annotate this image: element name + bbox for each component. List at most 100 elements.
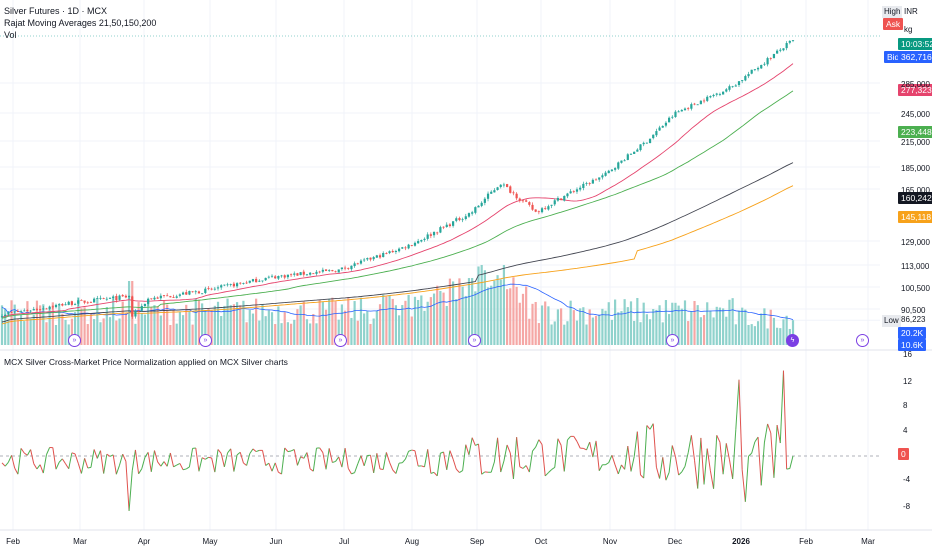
- candle-body: [264, 277, 267, 281]
- volume-bar: [509, 288, 512, 345]
- candle-body: [162, 295, 166, 296]
- volume-bar: [73, 312, 77, 345]
- oscillator-segment: [436, 453, 441, 476]
- price-label: 129,000: [901, 238, 930, 247]
- oscillator-segment: [500, 460, 505, 473]
- volume-bar: [404, 300, 407, 345]
- volume-bar: [668, 314, 671, 345]
- volume-bar: [369, 323, 372, 345]
- chart-title[interactable]: Silver Futures · 1D · MCX: [4, 6, 108, 16]
- candle-body: [779, 49, 782, 51]
- volume-bar: [77, 297, 80, 345]
- candle-body: [569, 191, 572, 194]
- volume-bar: [372, 318, 375, 345]
- oscillator-segment: [188, 448, 194, 468]
- candle-body: [80, 299, 83, 301]
- volume-bar: [734, 324, 737, 345]
- candle-body: [480, 202, 483, 206]
- candle-body: [594, 179, 598, 181]
- candle-body: [204, 288, 207, 294]
- oscillator-segment: [23, 452, 28, 456]
- volume-bar: [350, 317, 353, 345]
- oscillator-segment: [58, 458, 63, 463]
- oscillator-segment: [332, 460, 336, 463]
- volume-bar: [407, 294, 410, 345]
- volume-bar: [420, 295, 423, 345]
- candle-body: [255, 278, 258, 283]
- event-marker-icon[interactable]: »: [468, 334, 481, 347]
- oscillator-segment: [382, 452, 387, 470]
- oscillator-segment: [427, 449, 432, 474]
- volume-bar: [213, 305, 216, 345]
- candle-body: [521, 200, 525, 202]
- volume-bar: [385, 296, 388, 345]
- candle-body: [216, 287, 220, 289]
- candle-body: [108, 297, 112, 299]
- volume-bar: [741, 307, 744, 345]
- volume-bar: [134, 323, 137, 345]
- volume-bar: [23, 321, 26, 345]
- volume-bar: [19, 314, 23, 345]
- candle-body: [674, 111, 677, 117]
- oscillator-segment: [414, 450, 419, 467]
- candle-body: [413, 242, 417, 246]
- candle-body: [175, 296, 178, 298]
- osc-label: 12: [903, 377, 912, 386]
- oscillator-segment: [265, 462, 270, 466]
- event-marker-icon[interactable]: »: [68, 334, 81, 347]
- oscillator-segment: [433, 472, 438, 477]
- unit-label[interactable]: kg: [904, 25, 913, 34]
- x-label: Nov: [602, 537, 618, 546]
- event-marker-icon[interactable]: »: [199, 334, 212, 347]
- oscillator-segment: [446, 450, 451, 470]
- candle-body: [372, 257, 375, 260]
- volume-bar: [58, 304, 61, 345]
- candle-body: [741, 80, 744, 82]
- oscillator-segment: [370, 455, 375, 474]
- price-candles: [0, 40, 795, 319]
- event-marker-icon[interactable]: »: [666, 334, 679, 347]
- oscillator-segment: [452, 458, 457, 470]
- currency-label[interactable]: INR: [904, 7, 918, 16]
- oscillator-segment: [249, 448, 254, 454]
- oscillator-segment: [782, 370, 788, 470]
- candle-body: [293, 273, 296, 275]
- candle-body: [388, 251, 391, 254]
- candle-body: [626, 154, 629, 160]
- dividend-marker-icon[interactable]: ϟ: [786, 334, 799, 347]
- oscillator-segment: [404, 451, 410, 460]
- volume-bar: [328, 298, 331, 345]
- indicator-ma-legend[interactable]: Rajat Moving Averages 21,50,150,200: [4, 18, 157, 28]
- candle-body: [321, 269, 324, 272]
- indicator-vol-legend[interactable]: Vol: [4, 30, 17, 40]
- volume-bar: [261, 304, 264, 345]
- volume-bar: [86, 324, 89, 345]
- event-marker-icon[interactable]: »: [856, 334, 869, 347]
- candle-body: [121, 295, 124, 297]
- candle-body: [614, 168, 617, 170]
- candle-body: [648, 138, 652, 144]
- oscillator-segment: [706, 448, 711, 471]
- oscillator-title[interactable]: MCX Silver Cross-Market Price Normalizat…: [4, 357, 288, 367]
- ma150-tag: 160,242: [898, 192, 932, 204]
- candle-body: [96, 298, 99, 300]
- oscillator-segment: [262, 450, 267, 466]
- oscillator-segment: [223, 452, 229, 467]
- volume-bar: [302, 301, 305, 345]
- candle-body: [702, 100, 706, 102]
- candle-body: [99, 297, 102, 299]
- candle-body: [181, 292, 185, 295]
- volume-bar: [515, 286, 518, 345]
- oscillator-segment: [93, 449, 98, 459]
- volume-bar: [83, 307, 86, 345]
- candle-body: [188, 290, 191, 295]
- event-marker-icon[interactable]: »: [334, 334, 347, 347]
- volume-bar: [64, 319, 67, 345]
- volume-bar: [712, 317, 715, 345]
- volume-bar: [251, 313, 255, 345]
- x-label: Jun: [269, 537, 283, 546]
- oscillator-segment: [741, 469, 746, 502]
- volume-bar: [35, 300, 39, 345]
- oscillator-segment: [389, 462, 394, 471]
- volume-ma-line: [1, 283, 794, 320]
